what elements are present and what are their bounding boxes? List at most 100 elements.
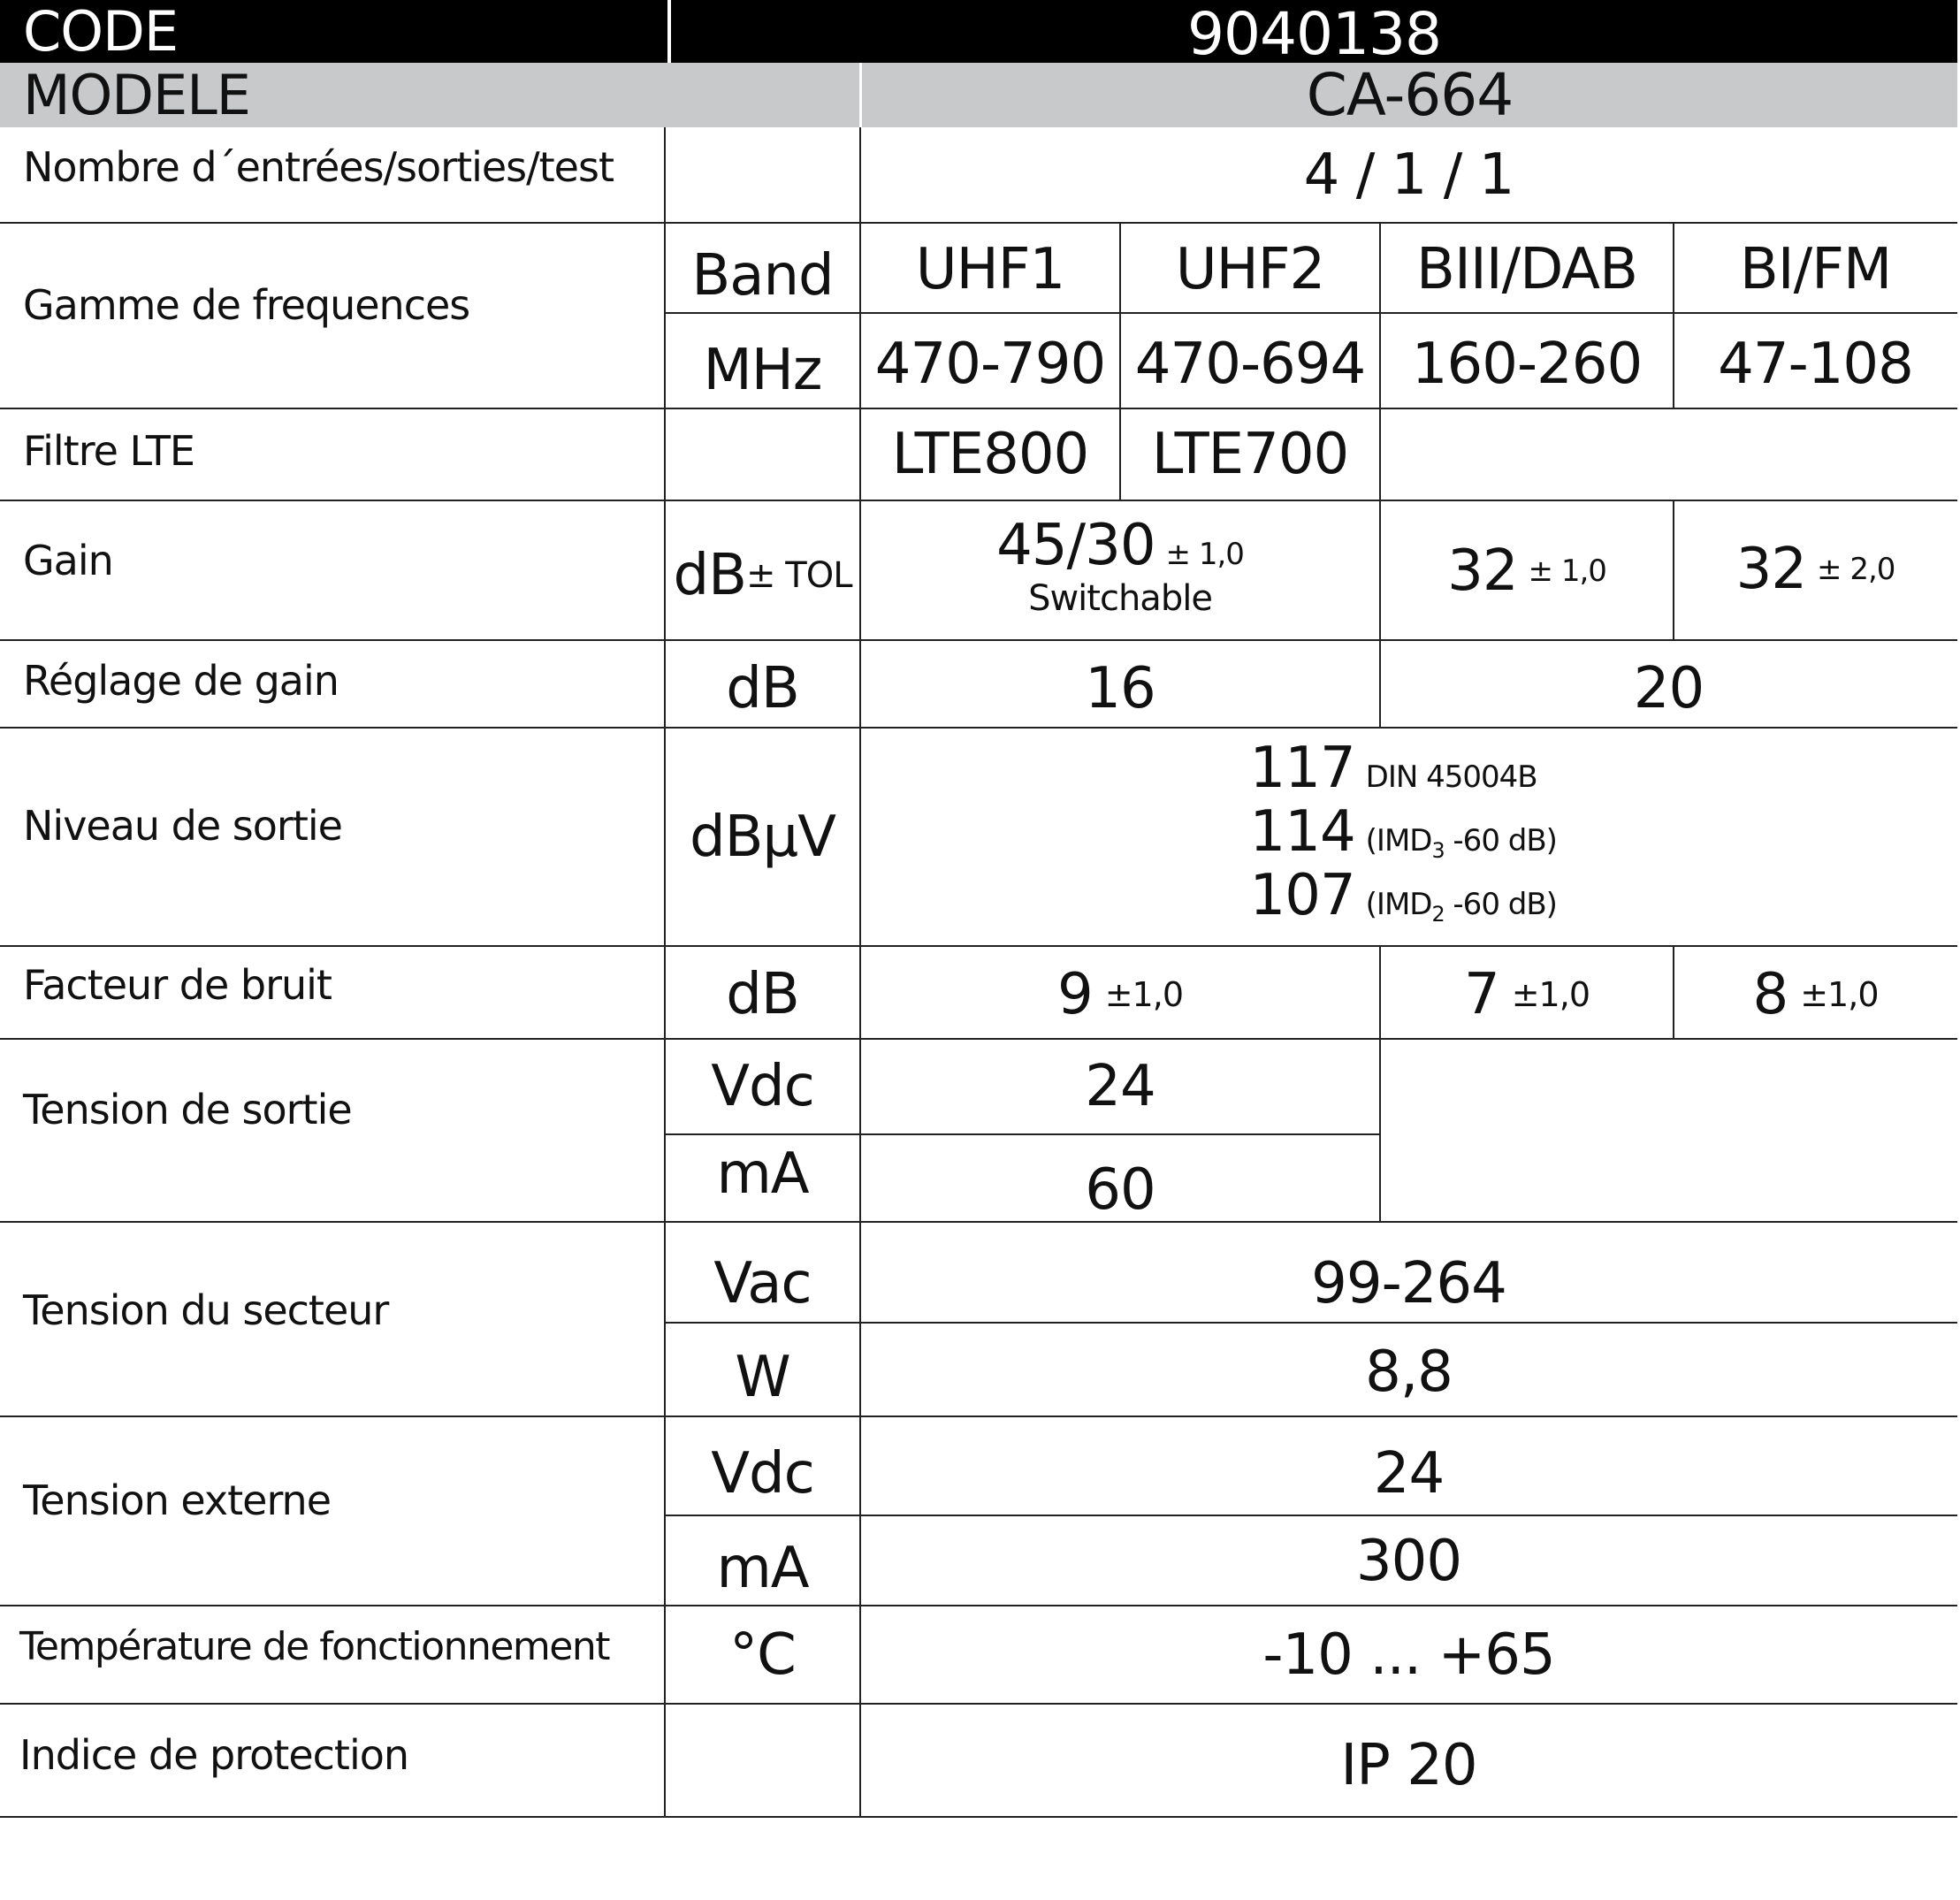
mhz-uhf1: 470-790	[874, 332, 1106, 397]
mains-unit1: Vac	[713, 1251, 812, 1316]
io-label: Nombre d´entrées/sorties/test	[23, 143, 614, 191]
gain-adj-unit: dB	[726, 656, 800, 721]
imd-text: (IMD	[1365, 887, 1433, 922]
mains-v2: 8,8	[1365, 1339, 1453, 1405]
noise-biii-value: 7	[1464, 962, 1500, 1027]
imd-text: (IMD	[1365, 823, 1433, 858]
mains-label: Tension du secteur	[23, 1286, 389, 1334]
divider	[0, 408, 1957, 409]
gain-fm: 32 ± 2,0	[1674, 500, 1957, 638]
output-114: 114	[1249, 799, 1356, 865]
divider	[665, 1133, 1380, 1135]
divider	[665, 1322, 1957, 1324]
mhz-biii-dab: 160-260	[1411, 332, 1643, 397]
ext-unit1: Vdc	[711, 1441, 815, 1507]
model-value: CA-664	[1306, 60, 1514, 129]
out-voltage-label: Tension de sortie	[23, 1086, 353, 1133]
ext-unit2: mA	[716, 1536, 809, 1601]
noise-fm: 8 ±1,0	[1674, 946, 1957, 1043]
output-unit: dBµV	[689, 804, 836, 870]
gain-fm-value: 32	[1735, 537, 1807, 602]
freq-label: Gamme de frequences	[23, 281, 470, 329]
divider	[0, 222, 1957, 224]
noise-label: Facteur de bruit	[23, 961, 332, 1009]
band-uhf2: UHF2	[1175, 237, 1326, 302]
mains-v1: 99-264	[1311, 1251, 1507, 1316]
io-value: 4 / 1 / 1	[1303, 142, 1515, 208]
imd-db: -60 dB)	[1444, 887, 1558, 922]
divider	[665, 312, 1957, 314]
temp-unit: °C	[729, 1621, 797, 1688]
noise-unit: dB	[726, 962, 800, 1027]
band-bi-fm: BI/FM	[1739, 237, 1892, 302]
ip-value: IP 20	[1340, 1733, 1477, 1798]
noise-uhf-value: 9	[1057, 962, 1094, 1027]
out-voltage-v2: 60	[1085, 1156, 1155, 1223]
imd-sub: 3	[1431, 837, 1445, 863]
lte-700: LTE700	[1151, 422, 1350, 487]
freq-unit-mhz: MHz	[703, 338, 823, 403]
divider	[1673, 946, 1674, 1039]
code-label: CODE	[23, 0, 179, 64]
divider	[664, 127, 666, 1817]
ip-label: Indice de protection	[19, 1731, 409, 1779]
divider	[665, 1515, 1957, 1516]
temp-label: Température de fonctionnement	[19, 1623, 611, 1669]
model-label: MODELE	[23, 63, 251, 127]
gain-label: Gain	[23, 537, 114, 584]
noise-biii: 7 ±1,0	[1380, 946, 1674, 1043]
noise-biii-tol: ±1,0	[1511, 975, 1590, 1014]
ext-v2: 300	[1355, 1529, 1462, 1594]
gain-adj-other: 20	[1633, 656, 1705, 721]
divider	[0, 1605, 1957, 1606]
temp-value: -10 ... +65	[1262, 1621, 1555, 1688]
divider	[859, 127, 861, 1817]
divider	[1379, 946, 1381, 1222]
mains-unit2: W	[735, 1345, 790, 1410]
gain-uhf: 45/30 ± 1,0 Switchable	[860, 500, 1380, 633]
ext-label: Tension externe	[23, 1477, 332, 1524]
band-biii-dab: BIII/DAB	[1416, 237, 1638, 302]
output-imd3-note: (IMD3 -60 dB)	[1365, 823, 1558, 861]
model-separator	[859, 63, 862, 127]
noise-fm-value: 8	[1752, 962, 1789, 1027]
noise-fm-tol: ±1,0	[1800, 975, 1879, 1014]
gain-uhf-value: 45/30	[996, 513, 1155, 578]
divider	[0, 727, 1957, 729]
divider	[0, 639, 1957, 641]
divider	[0, 1703, 1957, 1705]
gain-biii-tol: ± 1,0	[1528, 553, 1607, 589]
divider	[1673, 223, 1674, 408]
divider	[0, 1415, 1957, 1417]
mhz-bi-fm: 47-108	[1718, 332, 1914, 397]
gain-unit-db: dB	[673, 543, 748, 608]
lte-label: Filtre LTE	[23, 427, 195, 475]
divider	[0, 500, 1957, 501]
imd-db: -60 dB)	[1444, 823, 1558, 858]
gain-adj-label: Réglage de gain	[23, 657, 339, 705]
imd-sub: 2	[1431, 901, 1445, 927]
gain-biii: 32 ± 1,0	[1380, 500, 1674, 642]
lte-800: LTE800	[891, 422, 1090, 487]
header-separator	[667, 0, 671, 63]
out-voltage-v1: 24	[1085, 1054, 1155, 1119]
divider	[1673, 500, 1674, 640]
gain-switchable-note: Switchable	[1028, 578, 1213, 619]
output-117: 117	[1249, 736, 1356, 801]
noise-uhf: 9 ±1,0	[860, 946, 1380, 1043]
divider	[0, 1221, 1957, 1223]
ext-v1: 24	[1373, 1441, 1445, 1507]
code-value: 9040138	[1187, 0, 1442, 68]
output-label: Niveau de sortie	[23, 802, 343, 850]
output-values: 117 DIN 45004B 114 (IMD3 -60 dB) 107 (IMD2 …	[860, 734, 1957, 937]
code-header	[0, 0, 1957, 63]
gain-biii-value: 32	[1447, 538, 1518, 604]
output-din-note: DIN 45004B	[1365, 759, 1538, 795]
gain-adj-uhf: 16	[1085, 656, 1155, 721]
divider	[0, 1816, 1957, 1818]
mhz-uhf2: 470-694	[1134, 332, 1366, 397]
gain-unit: dB ± TOL	[665, 500, 860, 651]
noise-uhf-tol: ±1,0	[1104, 975, 1184, 1014]
out-voltage-unit2: mA	[716, 1141, 809, 1207]
output-imd2-note: (IMD2 -60 dB)	[1365, 887, 1558, 925]
